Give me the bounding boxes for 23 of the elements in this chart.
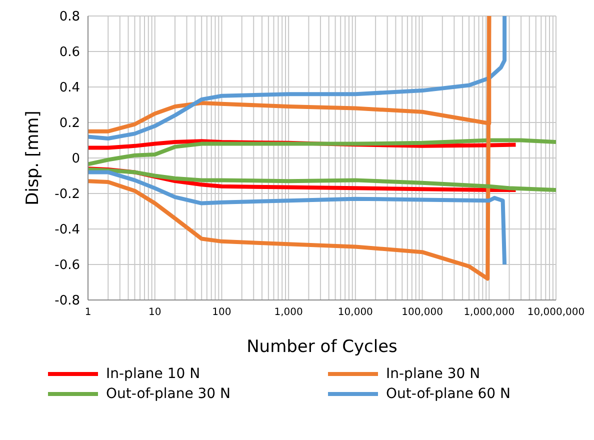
y-tick-label: 0.8 (59, 10, 80, 25)
legend-label: Out-of-plane 60 N (386, 386, 511, 402)
y-tick-label: -0.2 (54, 187, 80, 202)
x-tick-label: 100 (212, 307, 232, 318)
y-tick-label: 0.2 (59, 116, 80, 132)
x-tick-label: 100,000 (402, 307, 443, 318)
x-axis-title: Number of Cycles (246, 337, 398, 357)
x-tick-label: 1,000 (274, 307, 303, 318)
legend-label: Out-of-plane 30 N (106, 386, 231, 402)
y-tick-label: 0.6 (59, 45, 80, 60)
x-tick-label: 1 (84, 307, 92, 318)
y-tick-label: 0.4 (59, 80, 80, 96)
y-tick-label: -0.8 (54, 294, 80, 309)
x-tick-label: 10,000 (338, 307, 373, 318)
legend-label: In-plane 30 N (386, 366, 480, 382)
legend-label: In-plane 10 N (106, 366, 200, 382)
x-tick-label: 10 (148, 307, 162, 318)
y-axis-title: Disp. [mm] (23, 110, 44, 206)
y-tick-label: 0 (72, 152, 80, 167)
y-tick-label: -0.6 (54, 258, 80, 274)
x-tick-label: 10,000,000 (527, 307, 585, 318)
x-tick-label: 1,000,000 (464, 307, 515, 318)
y-tick-label: -0.4 (54, 222, 80, 238)
